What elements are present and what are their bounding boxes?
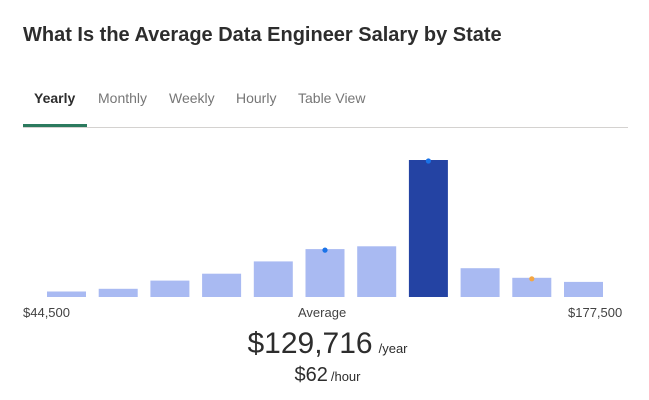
histogram-bar[interactable] bbox=[202, 273, 242, 297]
histogram-bar[interactable] bbox=[305, 249, 345, 297]
tab-yearly[interactable]: Yearly bbox=[34, 90, 76, 106]
tab-weekly[interactable]: Weekly bbox=[169, 90, 215, 106]
histogram-bar-highlighted[interactable] bbox=[408, 160, 448, 297]
histogram-bar[interactable] bbox=[357, 246, 397, 297]
hourly-salary: $62/hour bbox=[0, 364, 649, 387]
hourly-salary-amount: $62 bbox=[294, 364, 328, 386]
histogram-bar[interactable] bbox=[564, 281, 603, 297]
axis-max-label: $177,500 bbox=[568, 305, 623, 320]
histogram-marker-dot bbox=[529, 276, 535, 282]
yearly-salary: $129,716/year bbox=[0, 327, 649, 361]
tab-table-view[interactable]: Table View bbox=[298, 90, 366, 106]
histogram-bar[interactable] bbox=[512, 277, 552, 297]
tab-bar: Yearly Monthly Weekly Hourly Table View bbox=[23, 78, 628, 128]
histogram-bar[interactable] bbox=[253, 261, 293, 297]
axis-min-label: $44,500 bbox=[23, 305, 70, 320]
page-title: What Is the Average Data Engineer Salary… bbox=[23, 24, 502, 46]
yearly-salary-amount: $129,716 bbox=[247, 327, 373, 360]
tab-monthly[interactable]: Monthly bbox=[98, 90, 148, 106]
histogram-bar[interactable] bbox=[47, 291, 86, 298]
histogram-bar[interactable] bbox=[98, 288, 138, 297]
axis-center-label: Average bbox=[298, 305, 347, 320]
yearly-salary-unit: /year bbox=[378, 341, 408, 356]
histogram-bar[interactable] bbox=[460, 268, 500, 297]
histogram-marker-dot bbox=[322, 247, 328, 253]
histogram-bar[interactable] bbox=[150, 280, 190, 297]
hourly-salary-unit: /hour bbox=[330, 369, 361, 384]
histogram-marker-dot bbox=[425, 158, 431, 164]
active-tab-indicator bbox=[23, 124, 87, 127]
tab-hourly[interactable]: Hourly bbox=[236, 90, 277, 106]
